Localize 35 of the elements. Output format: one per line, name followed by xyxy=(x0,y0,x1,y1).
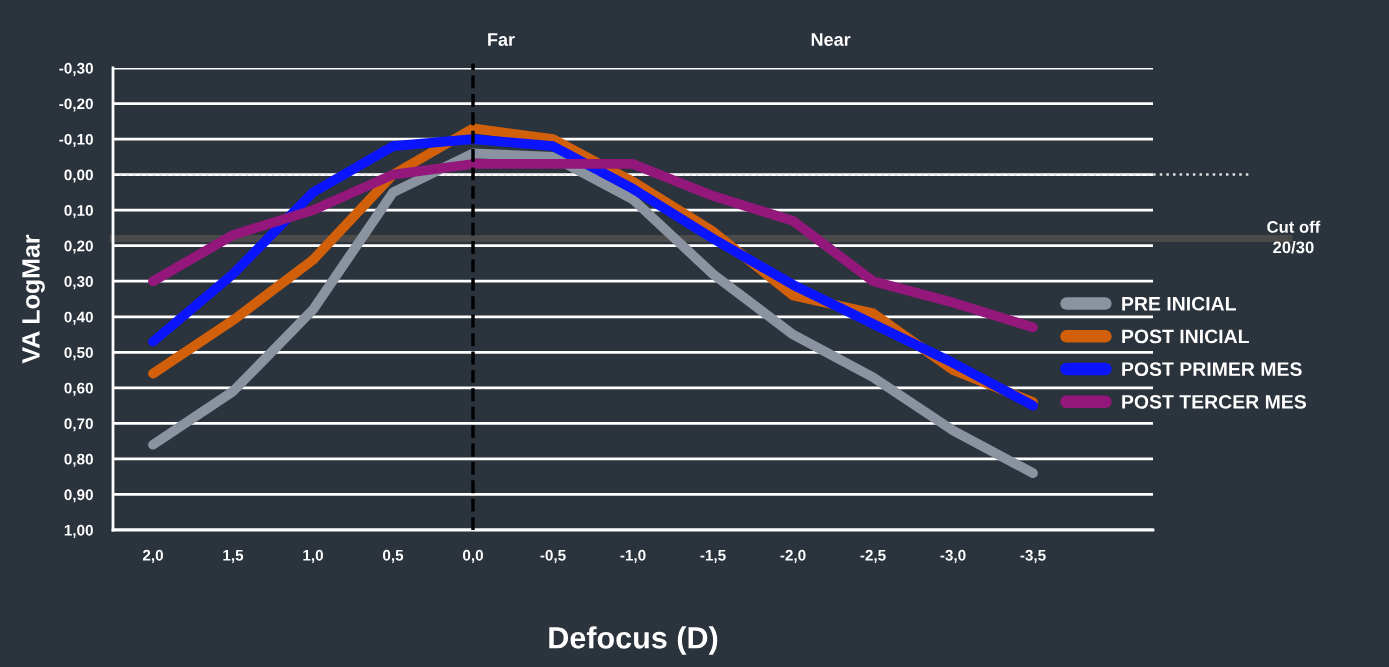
x-tick-label: -0,5 xyxy=(540,549,566,563)
y-axis-title: VA LogMar xyxy=(22,234,45,364)
y-tick-label: -0,10 xyxy=(59,133,93,147)
legend-label: POST TERCER MES xyxy=(1122,394,1307,409)
x-tick-label: -2,5 xyxy=(860,549,886,563)
y-tick-label: 1,00 xyxy=(64,524,93,538)
x-tick-label: 1,5 xyxy=(223,550,244,563)
x-tick-label: 0,0 xyxy=(462,549,483,563)
y-tick-label: 0,20 xyxy=(64,240,93,254)
y-tick-label: 0,80 xyxy=(64,453,93,467)
y-tick-label: -0,20 xyxy=(59,98,93,112)
y-tick-label: 0,70 xyxy=(64,418,93,432)
legend-label: POST PRIMER MES xyxy=(1122,362,1302,377)
x-tick-label: -3,0 xyxy=(940,549,966,563)
x-tick-label: -1,5 xyxy=(700,550,726,563)
y-tick-label: 0,90 xyxy=(64,489,93,503)
y-tick-label: 0,50 xyxy=(64,347,93,361)
text: Near xyxy=(811,33,851,46)
legend-label: PRE INICIAL xyxy=(1122,296,1236,311)
x-tick-label: -2,0 xyxy=(780,549,806,563)
x-tick-label: -1,0 xyxy=(620,549,646,563)
ref-line-label: Far xyxy=(488,33,515,46)
ref-line-label: Cut off 20/30 xyxy=(1267,220,1321,254)
x-tick-label: -3,5 xyxy=(1020,549,1046,563)
y-tick-label: -0,30 xyxy=(59,62,93,76)
y-tick-label: 0,00 xyxy=(64,169,93,183)
legend-label: POST INICIAL xyxy=(1122,329,1249,344)
y-tick-label: 0,30 xyxy=(64,276,93,290)
x-tick-label: 0,5 xyxy=(382,549,404,563)
x-tick-label: 2,0 xyxy=(142,549,163,563)
y-tick-label: 0,60 xyxy=(64,382,93,396)
x-axis-title: Defocus (D) xyxy=(549,626,718,655)
y-tick-label: 0,10 xyxy=(64,205,93,219)
x-tick-label: 1,0 xyxy=(303,549,323,563)
y-tick-label: 0,40 xyxy=(64,311,93,325)
